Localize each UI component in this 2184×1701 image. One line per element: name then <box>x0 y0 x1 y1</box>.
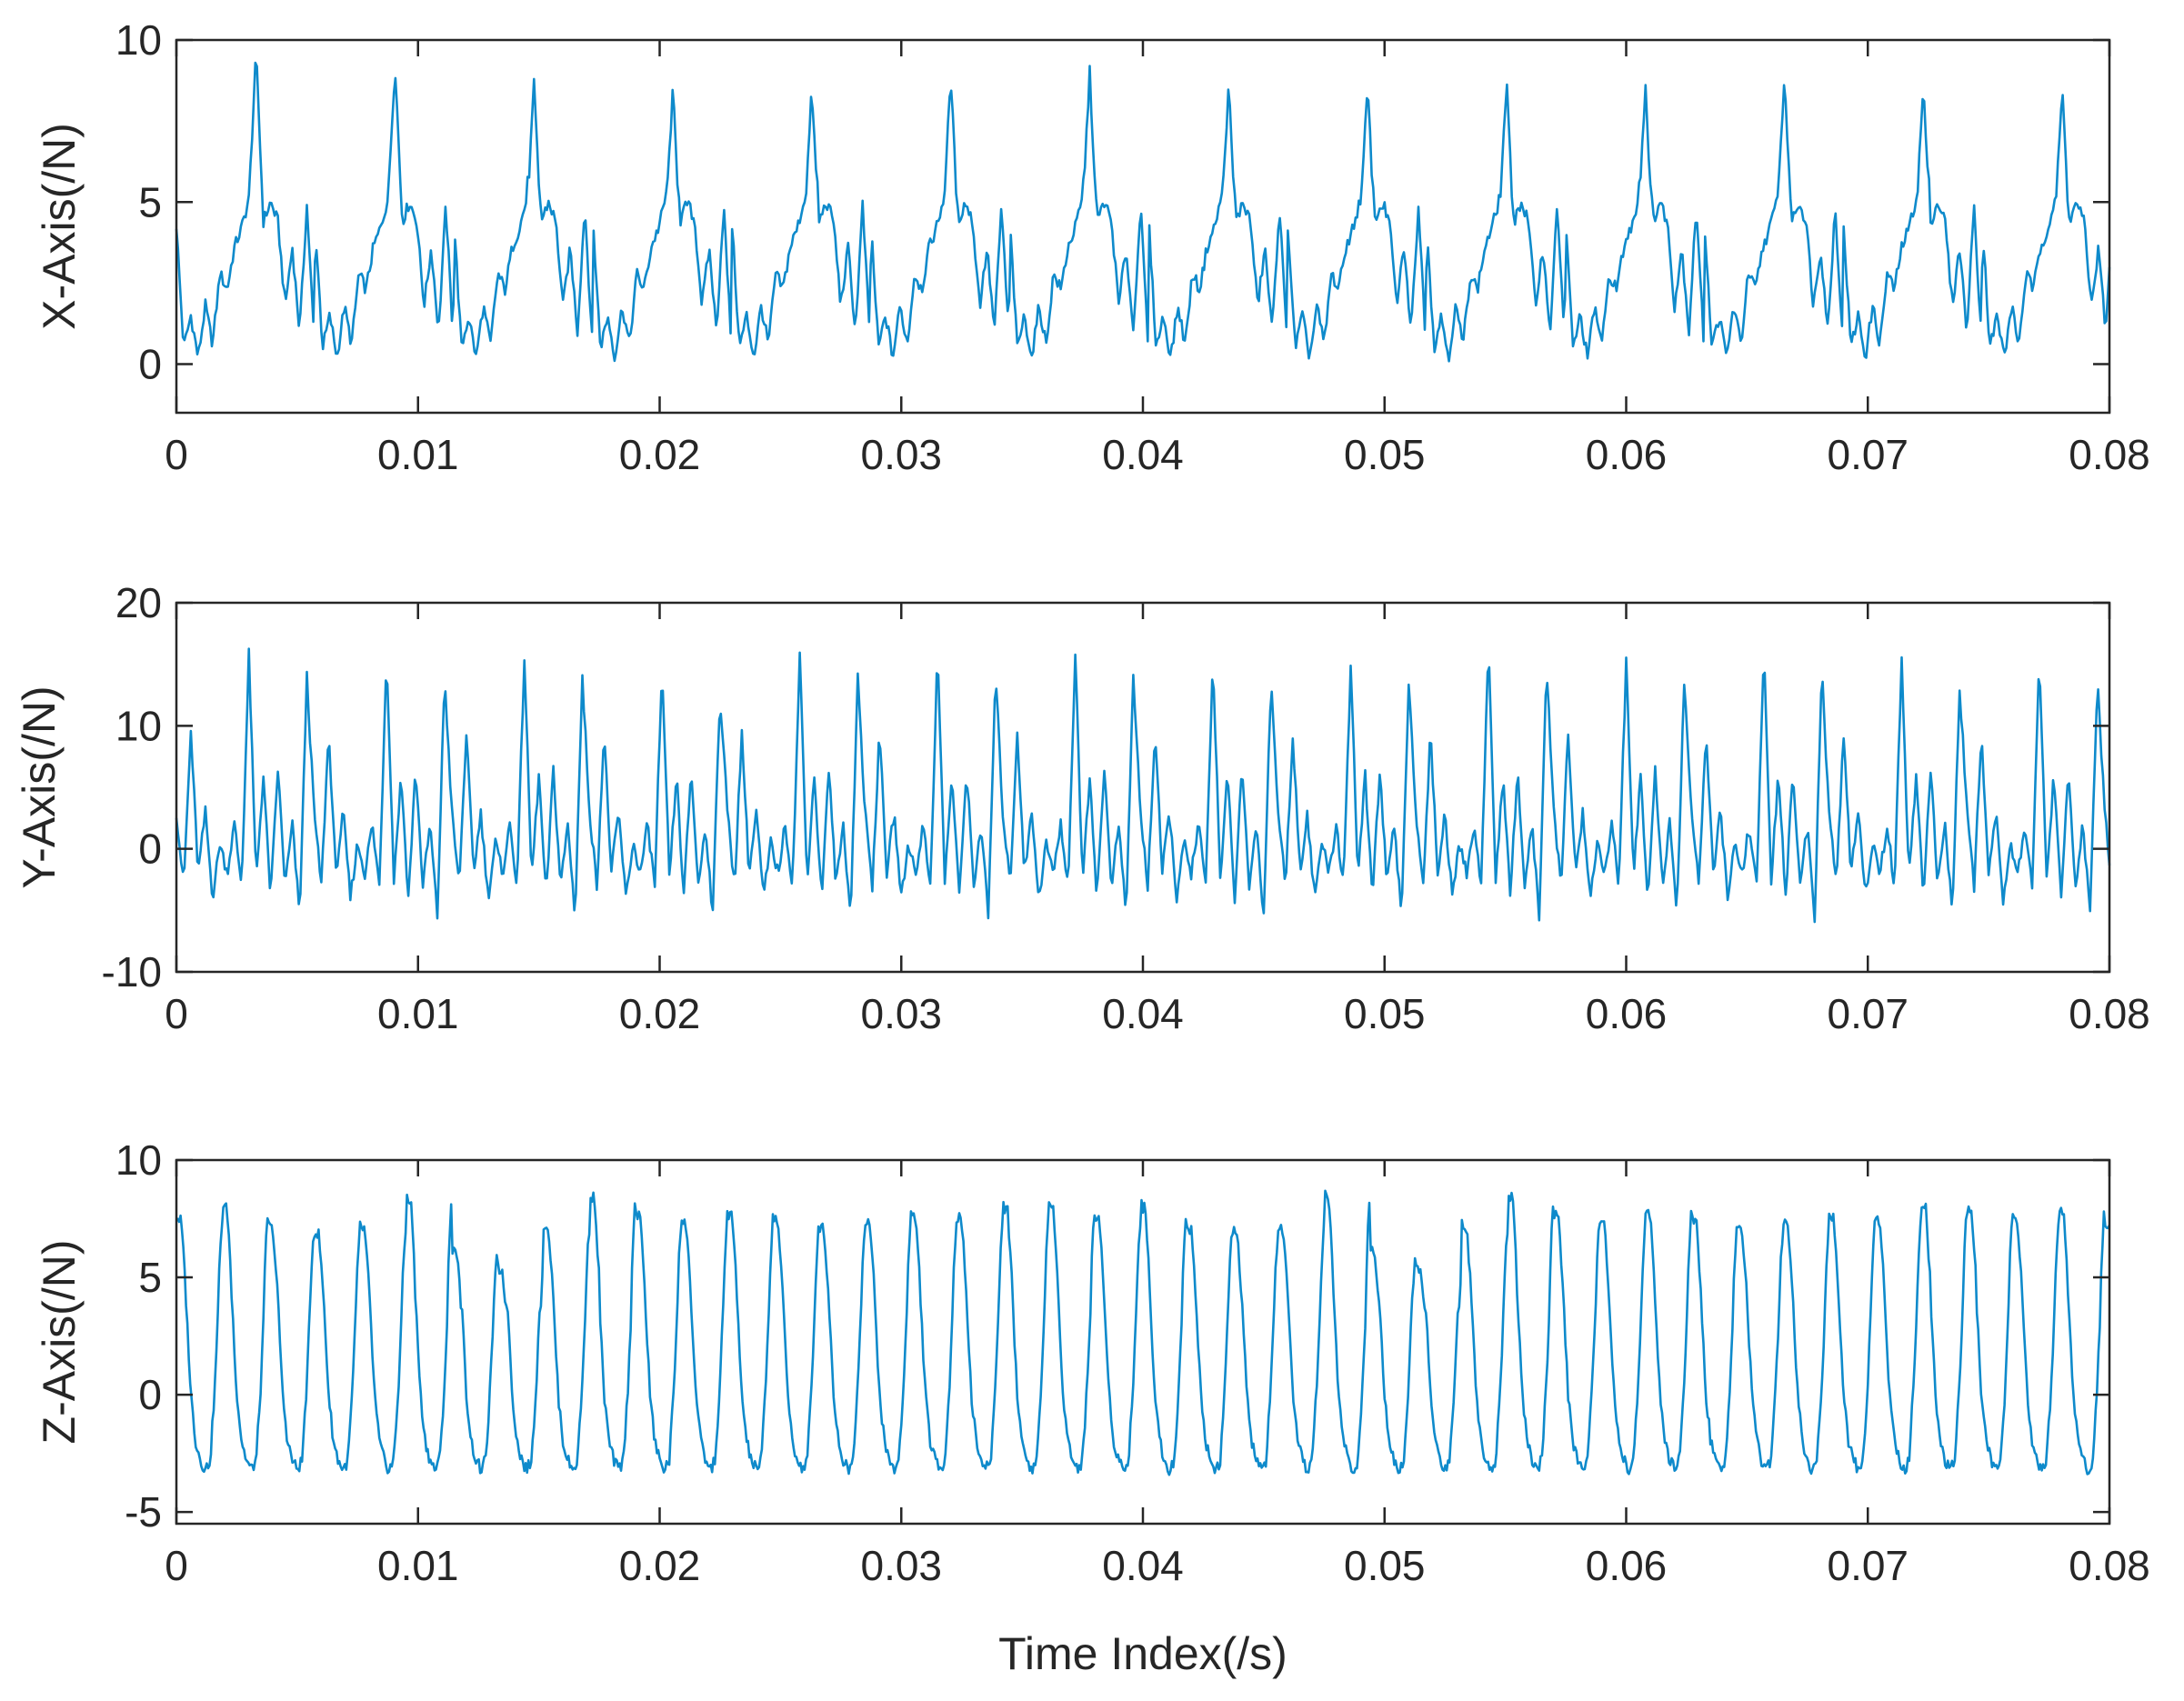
panel-x-axis-xtick-label: 0.01 <box>377 431 459 478</box>
panel-z-axis-ytick-label: 10 <box>115 1136 162 1184</box>
panel-x-axis-series-line <box>175 61 2111 363</box>
panel-z-axis-ytick-label: 0 <box>138 1371 162 1418</box>
panel-y-axis-trace-group <box>175 647 2111 924</box>
panel-z-axis-xtick-label: 0.03 <box>860 1542 942 1589</box>
panel-z-axis-ylabel: Z-Axis(/N) <box>34 1240 85 1445</box>
panel-y-axis-xtick-label: 0.08 <box>2069 990 2150 1037</box>
panel-x-axis-xtick-label: 0.08 <box>2069 431 2150 478</box>
panel-y-axis-xticks: 0 0.01 0.02 0.03 0.04 0.05 0.06 0.07 0.08 <box>165 603 2150 1037</box>
panel-x-axis-xticks: 0 0.01 0.02 0.03 0.04 0.05 0.06 0.07 0.08 <box>165 40 2150 478</box>
panel-y-axis-ytick-label: 0 <box>138 825 162 873</box>
panel-x-axis-xtick-label: 0.06 <box>1586 431 1668 478</box>
panel-z-axis-ytick-label: 5 <box>138 1254 162 1301</box>
panel-z-axis-xticks: 0 0.01 0.02 0.03 0.04 0.05 0.06 0.07 0.08 <box>165 1160 2150 1589</box>
panel-x-axis-xtick-label: 0.07 <box>1827 431 1908 478</box>
panel-x-axis-ytick-label: 10 <box>115 16 162 64</box>
panel-y-axis-ylabel: Y-Axis(/N) <box>14 685 65 888</box>
panel-z-axis-xtick-label: 0.01 <box>377 1542 459 1589</box>
panel-z-axis-frame <box>175 1158 2111 1526</box>
panel-x-axis-xtick-label: 0.02 <box>619 431 701 478</box>
panel-z-axis: 0 0.01 0.02 0.03 0.04 0.05 0.06 0.07 0.08 -50510… <box>34 1136 2150 1679</box>
panel-z-axis-xtick-label: 0.05 <box>1344 1542 1426 1589</box>
panel-x-axis: 0 0.01 0.02 0.03 0.04 0.05 0.06 0.07 0.08 0 5 10 X… <box>34 16 2150 478</box>
panel-y-axis-xtick-label: 0.01 <box>377 990 459 1037</box>
panel-y-axis-ytick-label: 10 <box>115 702 162 749</box>
panel-z-axis-series-line <box>175 1189 2111 1476</box>
panel-z-axis-xtick-label: 0 <box>165 1542 188 1589</box>
panel-y-axis-series-line <box>175 647 2111 924</box>
panel-x-axis-ylabel: X-Axis(/N) <box>34 123 85 330</box>
panel-z-axis-xlabel: Time Index(/s) <box>998 1628 1287 1679</box>
panel-z-axis-xtick-label: 0.08 <box>2069 1542 2150 1589</box>
panel-y-axis-xtick-label: 0.06 <box>1586 990 1668 1037</box>
panel-z-axis-ytick-label: -5 <box>125 1488 162 1536</box>
panel-x-axis-xtick-label: 0.03 <box>860 431 942 478</box>
panel-x-axis-ytick-label: 0 <box>138 341 162 388</box>
panel-y-axis-ytick-label: -10 <box>102 948 162 996</box>
panel-y-axis-ytick-label: 20 <box>115 579 162 626</box>
panel-x-axis-trace-group <box>175 61 2111 363</box>
panel-x-axis-xtick-label: 0.04 <box>1102 431 1184 478</box>
panel-z-axis-xtick-label: 0.07 <box>1827 1542 1908 1589</box>
panel-z-axis-xtick-label: 0.04 <box>1102 1542 1184 1589</box>
panel-x-axis-yticks: 0 5 10 <box>115 16 2109 388</box>
panel-y-axis-xtick-label: 0 <box>165 990 188 1037</box>
panel-y-axis-yticks: -10 0 10 20 <box>102 579 2109 996</box>
panel-x-axis-ytick-label: 5 <box>138 178 162 225</box>
panel-z-axis-xtick-label: 0.06 <box>1586 1542 1668 1589</box>
panel-x-axis-xtick-label: 0 <box>165 431 188 478</box>
panel-z-axis-xtick-label: 0.02 <box>619 1542 701 1589</box>
panel-y-axis-xtick-label: 0.07 <box>1827 990 1908 1037</box>
panel-y-axis: 0 0.01 0.02 0.03 0.04 0.05 0.06 0.07 0.08 -10010… <box>14 579 2150 1037</box>
panel-y-axis-xtick-label: 0.03 <box>860 990 942 1037</box>
panel-y-axis-xtick-label: 0.02 <box>619 990 701 1037</box>
panel-x-axis-xtick-label: 0.05 <box>1344 431 1426 478</box>
panel-y-axis-xtick-label: 0.04 <box>1102 990 1184 1037</box>
panel-z-axis-trace-group <box>175 1189 2111 1476</box>
panel-z-axis-yticks: -5 0 5 10 <box>115 1136 2109 1536</box>
panel-y-axis-xtick-label: 0.05 <box>1344 990 1426 1037</box>
